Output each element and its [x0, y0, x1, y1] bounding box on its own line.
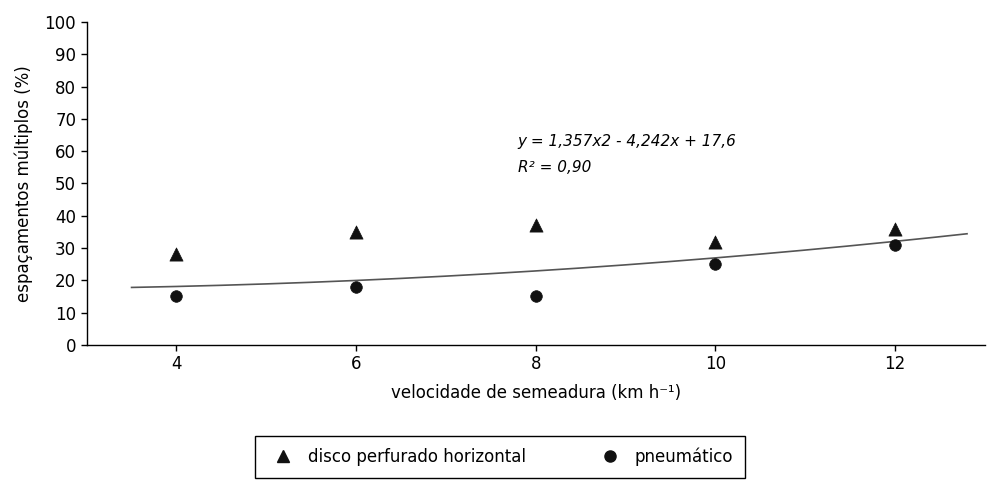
Point: [887, 241, 903, 248]
Point: [528, 221, 544, 229]
Point: [348, 283, 364, 291]
X-axis label: velocidade de semeadura (km h⁻¹): velocidade de semeadura (km h⁻¹): [391, 384, 681, 402]
Point: [528, 293, 544, 300]
Point: [707, 260, 723, 268]
Text: R² = 0,90: R² = 0,90: [518, 160, 591, 175]
Legend: disco perfurado horizontal, pneumático: disco perfurado horizontal, pneumático: [255, 436, 745, 478]
Text: y = 1,357x2 - 4,242x + 17,6: y = 1,357x2 - 4,242x + 17,6: [518, 134, 737, 149]
Point: [887, 225, 903, 233]
Point: [707, 238, 723, 246]
Y-axis label: espaçamentos múltiplos (%): espaçamentos múltiplos (%): [15, 65, 34, 302]
Point: [168, 250, 184, 258]
Point: [348, 228, 364, 236]
Point: [168, 293, 184, 300]
